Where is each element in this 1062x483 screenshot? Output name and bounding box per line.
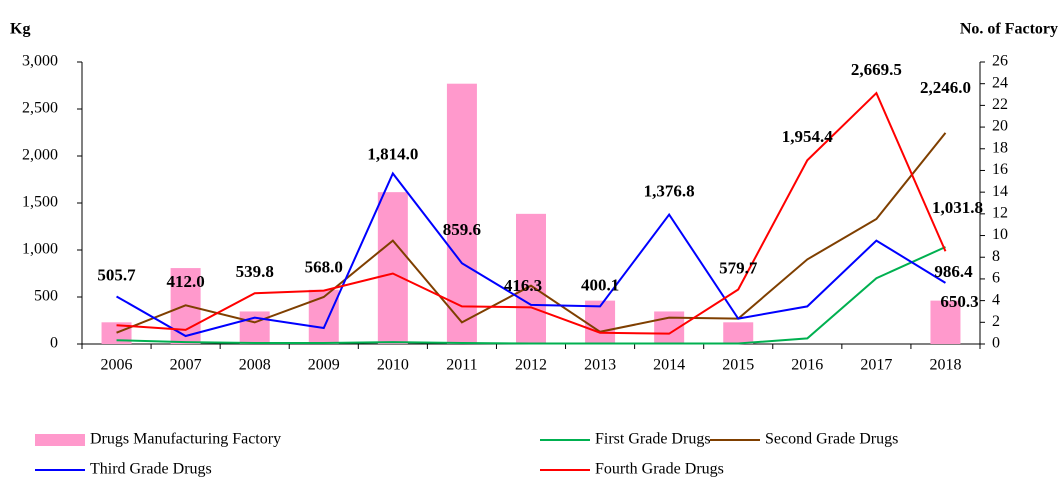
x-tick-label: 2016 [791,357,823,374]
y-tick-label: 0 [50,335,58,352]
legend-label: Second Grade Drugs [765,431,898,448]
data-label: 986.4 [934,262,973,281]
y2-tick-label: 24 [992,74,1008,91]
data-label: 1,814.0 [367,144,418,163]
data-label: 1,954.4 [782,127,834,146]
y2-tick-label: 26 [992,53,1008,70]
data-label: 539.8 [236,262,274,281]
legend-label: First Grade Drugs [595,431,711,448]
legend-label: Fourth Grade Drugs [595,461,724,478]
data-label: 400.1 [581,275,619,294]
line [116,171,946,338]
x-tick-label: 2012 [515,357,547,374]
y2-tick-label: 18 [992,139,1008,156]
y-tick-label: 3,000 [22,53,58,70]
y2-tick-label: 14 [992,183,1008,200]
bar [377,192,408,344]
x-tick-label: 2013 [584,357,616,374]
bar [239,311,270,344]
legend-label: Drugs Manufacturing Factory [90,431,281,448]
y2-tick-label: 2 [992,313,1000,330]
x-tick-label: 2008 [239,357,271,374]
y2-tick-label: 10 [992,226,1008,243]
data-label: 2,669.5 [851,60,902,79]
y2-tick-label: 8 [992,248,1000,265]
data-label: 1,376.8 [644,181,695,200]
bar [930,300,961,344]
x-tick-label: 2014 [653,357,685,374]
bar [308,289,339,344]
y-tick-label: 500 [34,288,58,305]
y2-tick-label: 20 [992,118,1008,135]
y2-tick-label: 6 [992,270,1000,287]
y2-tick-label: 4 [992,291,1000,308]
y2-tick-label: 12 [992,205,1008,222]
bar [585,300,616,344]
bar [516,213,546,344]
y2-tick-label: 0 [992,335,1000,352]
y-tick-label: 2,000 [22,147,58,164]
data-label: 568.0 [305,258,343,277]
x-tick-label: 2010 [377,357,409,374]
legend-swatch [35,434,85,446]
data-label: 650.3 [940,292,978,311]
y-tick-label: 2,500 [22,100,58,117]
x-tick-label: 2018 [929,357,961,374]
x-tick-label: 2006 [101,357,133,374]
bar [446,83,477,344]
data-label: 1,031.8 [932,198,983,217]
x-tick-label: 2015 [722,357,754,374]
x-tick-label: 2017 [860,357,892,374]
y2-tick-label: 22 [992,96,1008,113]
y2-axis-label: No. of Factory [960,21,1058,38]
data-label: 859.6 [443,220,481,239]
y2-tick-label: 16 [992,161,1008,178]
data-label: 579.7 [719,258,758,277]
line [116,132,947,334]
data-label: 416.3 [504,276,542,295]
y-tick-label: 1,500 [22,194,58,211]
data-label: 505.7 [97,265,136,284]
x-tick-label: 2007 [170,357,202,374]
data-label: 412.0 [166,272,204,291]
bar [723,322,754,344]
x-tick-label: 2009 [308,357,340,374]
y-tick-label: 1,000 [22,241,58,258]
data-label: 2,246.0 [920,78,971,97]
bar [101,322,132,344]
y-axis-label: Kg [10,21,30,38]
x-tick-label: 2011 [446,357,477,374]
line [116,91,947,335]
legend-label: Third Grade Drugs [90,461,212,478]
line [116,246,946,345]
